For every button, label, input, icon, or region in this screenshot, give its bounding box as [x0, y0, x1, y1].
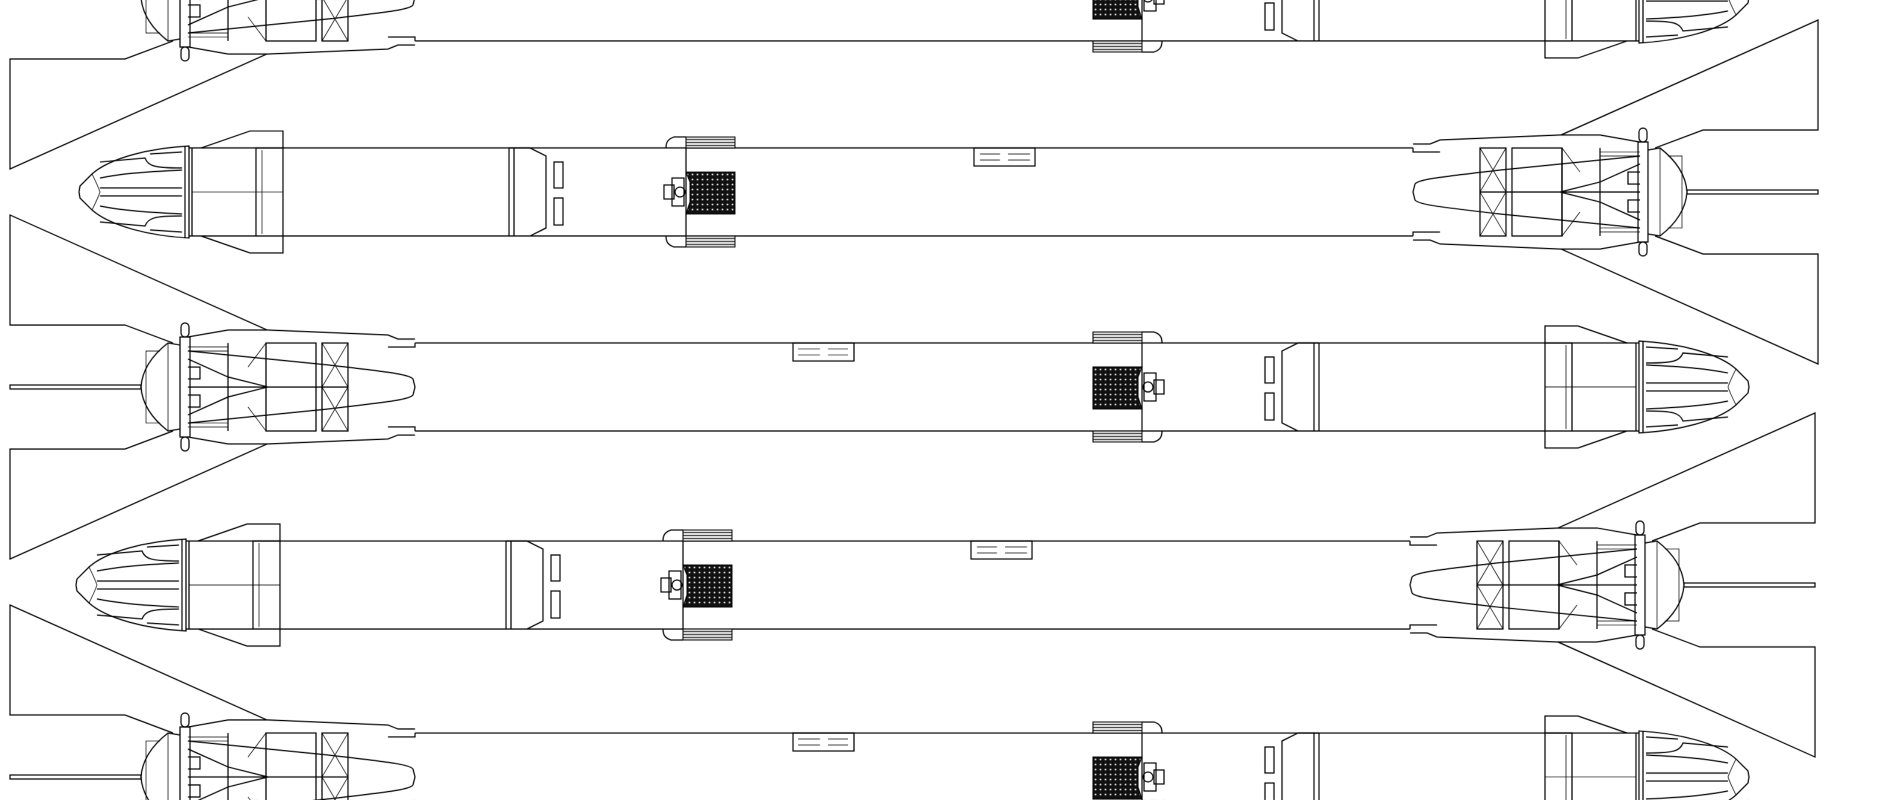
rocket-layout-drawing — [0, 0, 1900, 800]
drawing-sheet — [0, 0, 1900, 800]
